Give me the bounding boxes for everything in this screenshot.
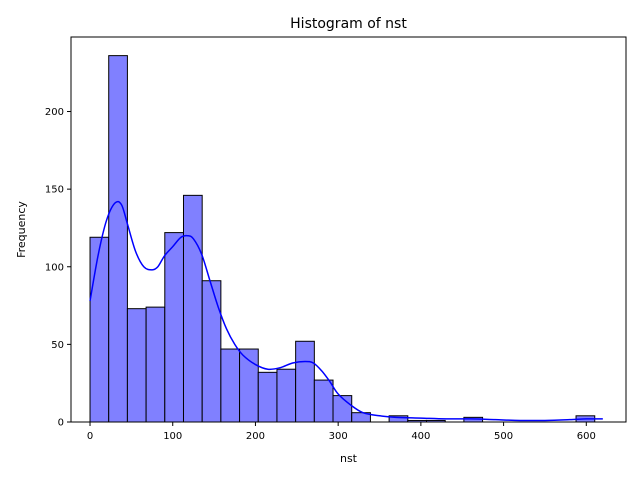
plot-frame — [70, 36, 627, 423]
y-tick-label: 150 — [45, 185, 64, 196]
y-tick-label: 200 — [45, 107, 64, 118]
kde-curve — [89, 200, 603, 422]
histogram-bar — [313, 379, 334, 423]
x-axis-ticks: 0 100 200 300 400 500 600 — [87, 422, 596, 442]
y-tick-label: 50 — [51, 340, 64, 351]
x-tick-label: 400 — [411, 431, 430, 442]
histogram-bar — [201, 280, 222, 423]
chart-title: Histogram of nst — [290, 16, 407, 32]
histogram-bar — [257, 371, 278, 423]
histogram-bar — [295, 340, 315, 423]
x-axis-label: nst — [340, 452, 358, 465]
x-tick-label: 300 — [329, 431, 348, 442]
x-tick-label: 500 — [494, 431, 513, 442]
y-tick-label: 0 — [58, 418, 64, 429]
histogram-bar — [220, 348, 241, 423]
x-tick-label: 200 — [246, 431, 265, 442]
histogram-bar — [164, 232, 184, 423]
histogram-bar — [182, 194, 203, 423]
histogram-bar — [276, 368, 297, 423]
histogram-bar — [126, 308, 147, 423]
y-axis-label: Frequency — [15, 201, 28, 258]
x-tick-label: 0 — [87, 431, 93, 442]
x-tick-label: 100 — [163, 431, 182, 442]
y-tick-label: 100 — [45, 262, 64, 273]
histogram-bar — [145, 306, 166, 423]
y-axis-ticks: 0 50 100 150 200 — [45, 107, 71, 429]
histogram-bar — [332, 395, 353, 423]
histogram-bars — [89, 55, 596, 423]
histogram-bar — [108, 55, 128, 423]
x-tick-label: 600 — [577, 431, 596, 442]
histogram-bar — [89, 236, 110, 423]
